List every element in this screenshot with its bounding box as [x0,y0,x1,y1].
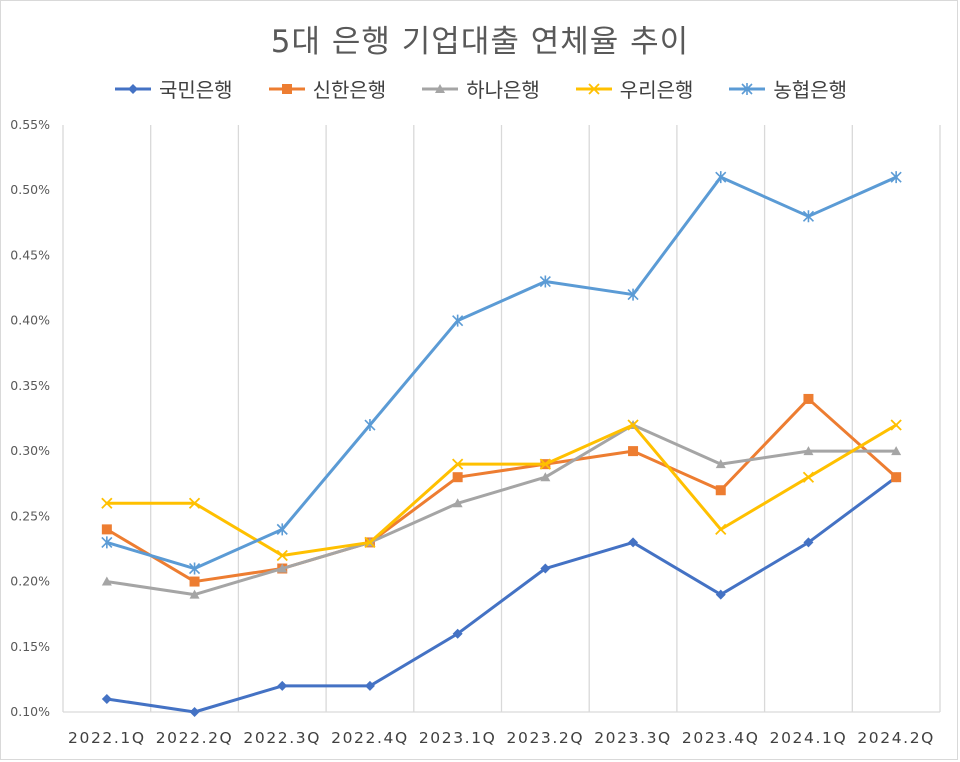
x-tick-label: 2022.4Q [331,729,409,747]
data-point-series-4 [890,419,902,431]
data-point-series-3 [715,459,726,469]
x-tick-label: 2024.1Q [770,729,848,747]
x-tick-label: 2023.3Q [594,729,672,747]
data-point-series-4 [627,419,639,431]
data-point-series-5 [627,288,639,301]
data-point-series-1 [715,589,726,600]
data-point-series-3 [277,563,288,573]
x-tick-label: 2022.2Q [156,729,234,747]
series-line-2 [105,397,898,584]
data-point-series-5 [452,314,464,327]
data-point-series-4 [101,497,113,509]
data-point-series-4 [188,497,201,509]
data-point-series-2 [189,576,200,587]
data-point-series-3 [189,589,200,599]
data-point-series-1 [628,537,639,548]
legend-item: 국민은행 [113,74,233,103]
data-point-series-2 [452,472,463,483]
x-tick-label: 2023.4Q [682,729,760,747]
y-tick-label: 0.25% [10,508,50,523]
legend-key-1 [114,83,151,94]
data-point-series-2 [628,446,639,457]
series-line-1 [105,475,898,714]
data-point-series-4 [539,458,551,470]
data-point-series-2 [101,524,112,535]
chart-title: 5대 은행 기업대출 연체율 추이 [270,24,690,60]
legend-item: 신한은행 [267,74,387,103]
x-tick-label: 2023.1Q [419,729,497,747]
legend-key-5 [729,82,766,95]
data-point-series-4 [364,536,376,549]
y-tick-label: 0.20% [10,574,50,589]
data-point-series-1 [540,563,551,574]
legend-label: 하나은행 [466,78,540,102]
series-line-3 [105,423,898,597]
data-point-series-5 [188,562,201,575]
y-tick-label: 0.15% [10,639,50,654]
legend-label: 신한은행 [312,78,387,102]
data-point-series-4 [452,458,464,470]
data-point-series-5 [539,275,551,288]
data-point-series-5 [715,171,727,184]
y-tick-label: 0.30% [10,443,50,458]
y-tick-label: 0.35% [10,378,50,393]
x-tick-label: 2022.3Q [243,729,321,747]
x-tick-label: 2022.1Q [68,729,146,747]
data-point-series-3 [101,576,112,586]
y-tick-label: 0.50% [10,182,50,197]
legend-key-4 [575,82,612,95]
data-point-series-4 [276,549,288,562]
data-point-series-5 [276,523,288,536]
legend-key-2 [268,83,305,94]
data-point-series-4 [715,523,727,536]
data-point-series-5 [802,210,815,223]
data-point-series-2 [891,472,902,483]
data-point-series-3 [803,446,814,456]
y-tick-label: 0.10% [10,704,50,719]
data-point-series-1 [452,628,463,639]
legend: 국민은행 신한은행 하나은행 우리은행 농협은행 [0,74,960,103]
data-point-series-5 [364,419,376,432]
data-point-series-3 [891,446,902,456]
data-point-series-1 [364,680,375,691]
legend-label: 국민은행 [158,78,233,102]
data-point-series-4 [802,471,815,483]
data-point-series-1 [277,680,288,691]
x-tick-label: 2024.2Q [857,729,935,747]
data-point-series-1 [803,537,814,548]
data-point-series-5 [101,536,113,549]
y-tick-label: 0.55% [10,117,50,132]
data-point-series-2 [803,393,814,404]
legend-key-3 [422,83,459,93]
legend-label: 우리은행 [619,78,694,102]
data-point-series-1 [189,707,200,717]
legend-item: 농협은행 [727,74,847,103]
legend-label: 농협은행 [773,78,848,102]
data-point-series-5 [890,171,902,184]
legend-item: 하나은행 [420,74,540,103]
y-tick-label: 0.45% [10,247,50,262]
series-line-4 [105,423,898,557]
data-point-series-3 [540,472,551,482]
y-tick-label: 0.40% [10,313,50,328]
data-point-series-3 [452,498,463,508]
series-line-5 [105,175,898,571]
data-point-series-1 [101,693,112,704]
legend-item: 우리은행 [574,74,694,103]
data-point-series-2 [715,485,726,496]
x-tick-label: 2023.2Q [507,729,585,747]
